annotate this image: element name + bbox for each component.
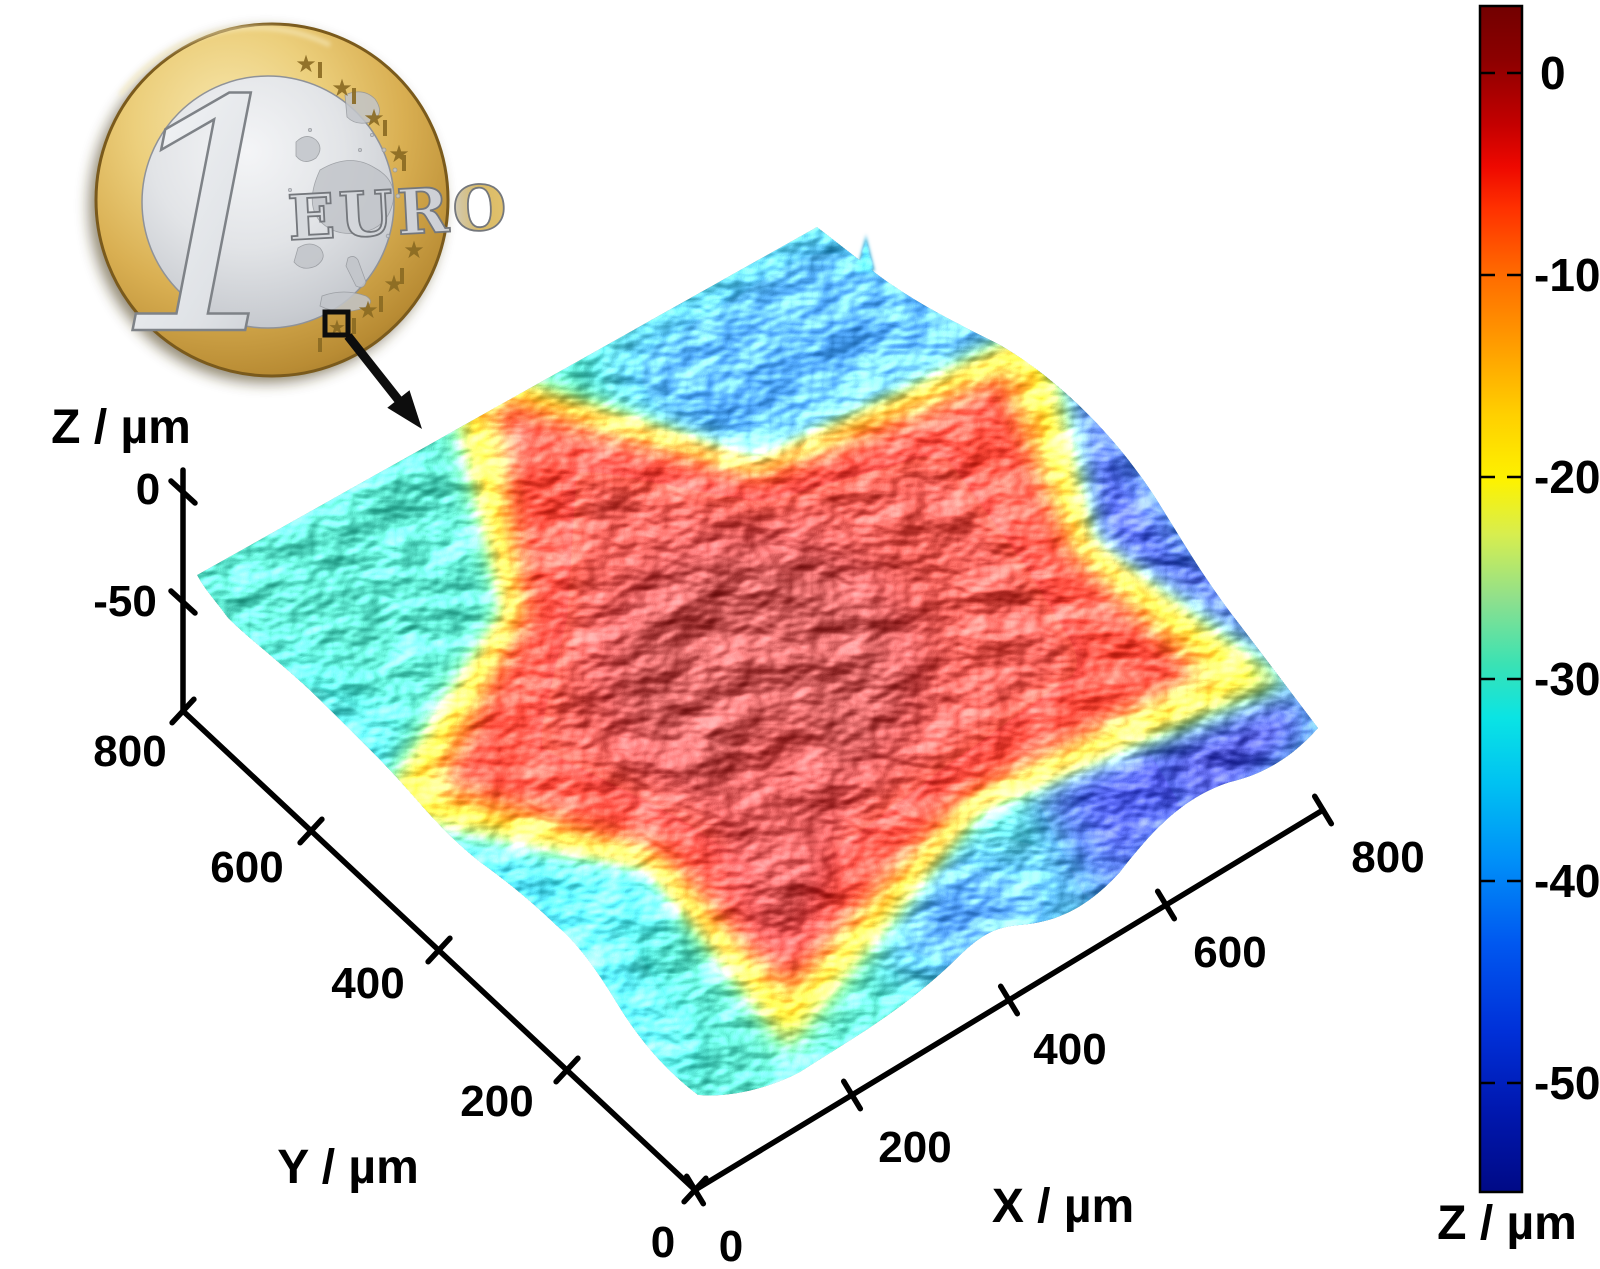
z-axis-title: Z / µm bbox=[51, 401, 191, 454]
colorbar-ticks bbox=[1481, 71, 1521, 1085]
surface-spike-small bbox=[830, 258, 850, 277]
coin-silver-center bbox=[141, 75, 395, 329]
colorbar-tick-label-m40: -40 bbox=[1534, 855, 1600, 907]
colorbar-tick-label-m30: -30 bbox=[1534, 653, 1600, 705]
y-tick-label-0: 0 bbox=[650, 1218, 676, 1267]
y-tick-600 bbox=[297, 816, 325, 846]
marker-arrow-shaft bbox=[344, 333, 408, 410]
coin-rim-highlight bbox=[118, 25, 332, 97]
svg-text:★: ★ bbox=[383, 270, 405, 298]
coin-stars: ★★★ ★★★ ★★ bbox=[295, 50, 425, 352]
star-bottom-arm-dark bbox=[725, 720, 835, 960]
z-tick-label-m50: -50 bbox=[93, 577, 157, 626]
x-tick-label-0: 0 bbox=[718, 1222, 744, 1269]
y-tick-label-200: 200 bbox=[460, 1077, 534, 1126]
star-core-maroon bbox=[595, 530, 925, 810]
colorbar-tick-label-m20: -20 bbox=[1534, 451, 1600, 503]
coin-numeral: 1 bbox=[110, 34, 314, 406]
y-axis-title: Y / µm bbox=[277, 1141, 419, 1194]
y-tick-label-400: 400 bbox=[331, 959, 405, 1008]
svg-text:★: ★ bbox=[363, 104, 385, 132]
x-tick-600 bbox=[1154, 888, 1178, 922]
svg-text:★: ★ bbox=[295, 50, 317, 78]
axes-3d bbox=[168, 467, 1335, 1207]
x-tick-label-400: 400 bbox=[1033, 1025, 1107, 1074]
svg-text:★: ★ bbox=[388, 140, 410, 168]
z-tick-label-0: 0 bbox=[135, 465, 161, 514]
svg-text:★: ★ bbox=[357, 296, 379, 324]
colorbar-gradient bbox=[1478, 4, 1524, 1194]
coin-inset: 1 EURO ★★★ ★★★ ★★ bbox=[89, 22, 513, 429]
x-tick-label-800: 800 bbox=[1351, 833, 1425, 882]
colorbar bbox=[1478, 4, 1524, 1194]
colorbar-title: Z / µm bbox=[1437, 1197, 1577, 1250]
x-tick-label-600: 600 bbox=[1193, 928, 1267, 977]
colorbar-tick-label-m50: -50 bbox=[1534, 1057, 1600, 1109]
x-tick-400 bbox=[997, 983, 1021, 1017]
coin-legend-text: EURO bbox=[286, 170, 512, 255]
coin-star-marker-box bbox=[322, 309, 351, 338]
y-tick-label-600: 600 bbox=[210, 843, 284, 892]
x-tick-800 bbox=[1311, 793, 1335, 827]
z-tick-m50 bbox=[168, 588, 198, 616]
star-contour-shadow-rim bbox=[377, 327, 1278, 1046]
surface-bottom-bright-cyan bbox=[540, 900, 680, 1060]
x-tick-200 bbox=[840, 1078, 864, 1112]
x-tick-label-200: 200 bbox=[878, 1123, 952, 1172]
colorbar-tick-label-0: 0 bbox=[1540, 47, 1566, 99]
marker-arrow-head bbox=[387, 390, 422, 429]
svg-text:★: ★ bbox=[403, 236, 425, 264]
surface-spike bbox=[855, 232, 876, 272]
y-tick-200 bbox=[553, 1055, 581, 1085]
coin-map-relief bbox=[287, 91, 401, 312]
x-axis-title: X / µm bbox=[991, 1180, 1135, 1233]
svg-text:★: ★ bbox=[331, 74, 353, 102]
colorbar-tick-label-m10: -10 bbox=[1534, 249, 1600, 301]
y-tick-400 bbox=[425, 935, 453, 965]
z-tick-0 bbox=[168, 478, 198, 506]
y-tick-800 bbox=[169, 696, 197, 726]
y-tick-label-800: 800 bbox=[93, 727, 167, 776]
x-tick-0 bbox=[683, 1173, 707, 1207]
